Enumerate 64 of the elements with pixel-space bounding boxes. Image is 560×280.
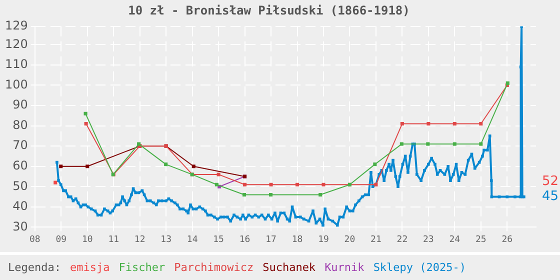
y-tick-label: 120 <box>5 36 28 51</box>
point <box>84 122 88 126</box>
point <box>479 122 483 126</box>
point <box>268 192 273 197</box>
y-tick-label: 70 <box>12 138 28 152</box>
text: 52 <box>542 174 559 190</box>
point <box>84 112 88 116</box>
point <box>400 122 404 126</box>
point <box>192 164 196 168</box>
point <box>242 192 246 197</box>
point <box>373 162 377 166</box>
point <box>214 182 218 186</box>
x-tick-label: 13 <box>160 234 172 245</box>
text: Suchanek <box>262 261 316 274</box>
point <box>452 122 456 126</box>
point <box>318 192 322 197</box>
y-tick-label: 30 <box>12 219 28 234</box>
y-tick-label: 90 <box>12 98 28 112</box>
x-tick-label: 20 <box>344 234 356 245</box>
x-tick-label: 09 <box>56 234 67 245</box>
text: Fischer <box>118 261 166 274</box>
data-label: 45 <box>542 189 559 204</box>
y-tick-label: 129 <box>5 18 28 33</box>
point <box>216 172 220 176</box>
text: Parchimowicz <box>174 261 254 274</box>
text: Kurnik <box>324 261 364 274</box>
x-tick-label: 16 <box>239 234 250 245</box>
point <box>59 164 63 168</box>
x-tick-label: 21 <box>370 234 382 245</box>
y-tick-label: 50 <box>12 178 28 193</box>
point <box>269 182 273 186</box>
x-tick-label: 17 <box>266 234 276 245</box>
point <box>322 182 326 186</box>
point <box>400 142 404 146</box>
point <box>452 142 456 146</box>
x-tick-label: 14 <box>186 234 198 245</box>
x-tick-label: 26 <box>502 234 513 245</box>
y-tick-label: 100 <box>5 77 28 92</box>
x-tick-label: 10 <box>82 234 93 245</box>
text: emisja <box>70 261 110 274</box>
x-tick-label: 08 <box>29 234 40 245</box>
point <box>295 182 300 186</box>
x-tick-label: 24 <box>449 234 460 245</box>
point <box>86 164 90 168</box>
x-tick-label: 15 <box>213 234 224 245</box>
text: Sklepy (2025-) <box>373 261 466 274</box>
legend-title: Legenda: <box>8 261 61 274</box>
x-tick-label: 11 <box>108 234 120 245</box>
chart-title: 10 zł - Bronisław Piłsudski (1866-1918) <box>128 3 410 18</box>
x-tick-label: 19 <box>318 234 329 245</box>
x-tick-label: 23 <box>423 234 434 245</box>
x-tick-label: 22 <box>396 234 408 245</box>
y-tick-label: 110 <box>5 57 28 72</box>
x-tick-label: 18 <box>292 234 303 245</box>
y-tick-label: 40 <box>12 199 28 214</box>
x-tick-label: 25 <box>475 234 486 245</box>
y-tick-label: 60 <box>12 158 28 172</box>
x-tick-label: 12 <box>134 234 146 245</box>
point <box>243 182 247 186</box>
point <box>426 122 430 126</box>
point <box>164 162 168 166</box>
point <box>426 142 430 146</box>
y-tick-label: 80 <box>12 118 28 132</box>
point <box>479 142 483 146</box>
